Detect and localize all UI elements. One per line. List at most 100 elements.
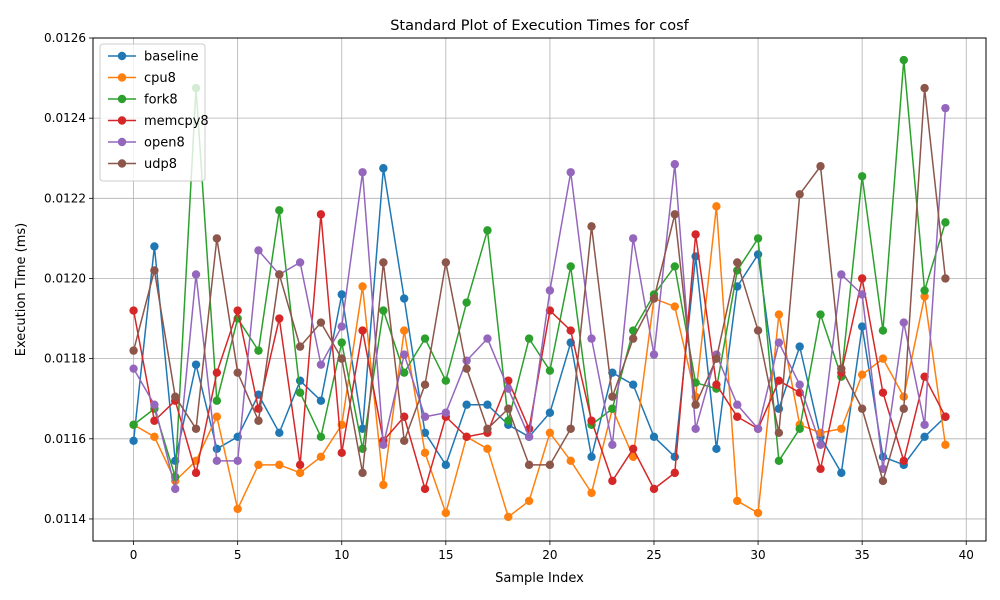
data-point-open8	[857, 290, 867, 299]
data-point-memcpy8	[857, 274, 867, 283]
data-point-open8	[941, 103, 950, 113]
data-point-baseline	[316, 396, 326, 405]
legend: baseline cpu8 fork8 memcpy8 open8 udp8	[99, 43, 209, 182]
data-point-fork8	[857, 172, 867, 181]
series-line-memcpy8	[132, 213, 947, 490]
data-point-udp8	[150, 266, 159, 275]
data-point-open8	[899, 318, 908, 327]
data-point-open8	[254, 246, 263, 255]
data-point-memcpy8	[774, 376, 784, 385]
data-point-udp8	[295, 342, 305, 351]
legend-label: cpu8	[144, 71, 176, 86]
data-point-fork8	[774, 456, 784, 466]
data-point-baseline	[150, 242, 159, 251]
data-point-udp8	[171, 392, 180, 401]
data-point-udp8	[504, 404, 513, 413]
y-axis-label: Execution Time (ms)	[14, 223, 29, 356]
data-point-open8	[587, 334, 596, 343]
data-point-udp8	[878, 476, 888, 486]
data-point-fork8	[337, 338, 346, 347]
data-point-baseline	[462, 400, 471, 409]
data-point-fork8	[899, 55, 908, 65]
data-point-cpu8	[524, 496, 534, 506]
data-point-fork8	[795, 424, 804, 433]
data-point-fork8	[566, 262, 575, 271]
data-point-fork8	[878, 326, 888, 335]
series-baseline	[129, 164, 950, 478]
data-point-open8	[295, 258, 305, 267]
data-point-cpu8	[753, 508, 763, 518]
data-point-fork8	[295, 388, 305, 397]
data-point-open8	[171, 484, 180, 494]
data-point-udp8	[483, 424, 492, 433]
data-point-memcpy8	[233, 306, 242, 315]
grid	[93, 37, 986, 541]
data-point-open8	[483, 334, 492, 343]
data-point-baseline	[379, 164, 388, 173]
data-point-fork8	[379, 306, 388, 315]
data-point-cpu8	[316, 452, 326, 462]
legend-swatch-marker	[117, 116, 127, 125]
y-axis: 0.0114 0.0116 0.0118 0.0120 0.0122 0.0124 0.01…	[44, 31, 93, 526]
data-point-cpu8	[358, 282, 367, 291]
data-point-udp8	[545, 460, 555, 470]
data-point-cpu8	[504, 512, 513, 522]
data-point-udp8	[275, 270, 284, 279]
data-point-udp8	[920, 83, 929, 93]
data-point-memcpy8	[608, 476, 617, 486]
data-point-baseline	[212, 444, 222, 454]
data-point-cpu8	[212, 412, 222, 421]
data-point-cpu8	[399, 326, 409, 335]
data-point-open8	[691, 424, 700, 433]
data-point-open8	[462, 356, 471, 365]
data-point-fork8	[316, 432, 326, 441]
data-point-open8	[753, 424, 763, 433]
plot-frame	[92, 37, 987, 542]
data-point-fork8	[753, 234, 763, 243]
data-point-cpu8	[920, 292, 929, 301]
data-point-udp8	[649, 294, 659, 303]
data-point-memcpy8	[275, 314, 284, 323]
data-point-udp8	[337, 354, 346, 363]
series-line-baseline	[132, 167, 946, 474]
data-point-open8	[795, 380, 804, 389]
data-point-udp8	[941, 274, 950, 283]
data-point-open8	[628, 234, 638, 243]
data-point-udp8	[587, 222, 596, 231]
data-point-memcpy8	[733, 412, 742, 421]
data-point-fork8	[462, 298, 471, 307]
data-point-udp8	[566, 424, 575, 433]
data-point-baseline	[837, 468, 846, 478]
data-point-udp8	[316, 318, 326, 327]
data-point-udp8	[212, 234, 222, 243]
legend-swatch-marker	[117, 137, 127, 147]
data-point-open8	[150, 400, 159, 409]
data-point-baseline	[337, 290, 346, 299]
x-tick-label: 30	[750, 548, 765, 562]
legend-item: fork8	[108, 93, 178, 108]
data-point-udp8	[420, 380, 430, 389]
y-tick-label: 0.0124	[44, 111, 86, 125]
series-line-open8	[132, 108, 947, 490]
data-point-cpu8	[670, 302, 680, 311]
data-point-open8	[212, 456, 222, 466]
data-point-memcpy8	[462, 432, 471, 441]
data-point-fork8	[608, 404, 617, 413]
data-point-memcpy8	[878, 388, 888, 397]
legend-label: open8	[144, 136, 185, 151]
data-point-memcpy8	[316, 210, 326, 219]
data-point-udp8	[712, 354, 721, 363]
data-point-open8	[566, 168, 575, 177]
data-point-memcpy8	[649, 484, 659, 494]
data-point-udp8	[358, 468, 367, 478]
data-point-memcpy8	[150, 416, 159, 425]
data-point-udp8	[795, 190, 804, 199]
data-point-cpu8	[295, 468, 305, 478]
data-point-udp8	[399, 436, 409, 446]
data-point-fork8	[524, 334, 534, 343]
legend-swatch-marker	[117, 94, 127, 104]
data-point-baseline	[545, 408, 555, 417]
data-point-baseline	[670, 452, 680, 462]
data-point-cpu8	[420, 448, 430, 458]
